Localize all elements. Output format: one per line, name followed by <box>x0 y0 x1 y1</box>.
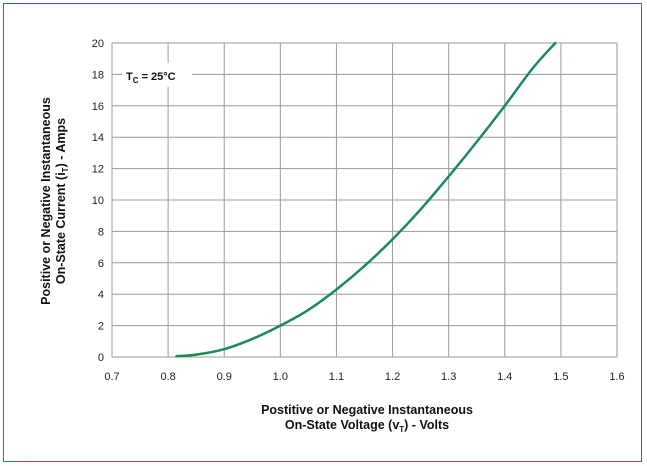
temperature-annotation: TC = 25°C <box>126 71 176 85</box>
x-axis-title-line2: On-State Voltage (vT) - Volts <box>285 418 449 434</box>
grid <box>111 42 618 358</box>
x-tick-label: 1.1 <box>329 371 344 383</box>
x-tick-label: 0.7 <box>104 371 119 383</box>
y-tick-label: 2 <box>98 321 104 333</box>
y-tick-label: 6 <box>98 258 104 270</box>
y-tick-label: 18 <box>92 69 104 81</box>
tick-labels: 0.7 0.8 0.9 1.0 1.1 1.2 1.3 1.4 1.5 1.6 0 2 4 6 8 10 12 1… <box>92 38 625 383</box>
y-axis-title-line2: On-State Current (iT) - Amps <box>54 118 70 284</box>
y-tick-label: 10 <box>92 195 104 207</box>
y-tick-label: 0 <box>98 352 104 364</box>
y-tick-label: 8 <box>98 226 104 238</box>
y-tick-label: 14 <box>92 132 104 144</box>
x-tick-label: 1.5 <box>553 371 568 383</box>
x-tick-label: 0.9 <box>217 371 232 383</box>
x-axis-title-line1: Postitive or Negative Instantaneous <box>261 403 473 417</box>
y-tick-label: 12 <box>92 164 104 176</box>
x-tick-label: 1.3 <box>441 371 456 383</box>
x-tick-label: 1.6 <box>609 371 624 383</box>
on-state-curve <box>175 41 557 358</box>
y-axis-title-line1: Positive or Negative Instantaneous <box>39 97 53 305</box>
y-tick-label: 20 <box>92 38 104 50</box>
y-axis-title: Positive or Negative Instantaneous On-St… <box>39 97 70 305</box>
x-tick-label: 0.8 <box>160 371 175 383</box>
y-tick-label: 16 <box>92 101 104 113</box>
x-tick-label: 1.4 <box>497 371 512 383</box>
x-tick-label: 1.0 <box>273 371 288 383</box>
annotation-background <box>122 63 192 87</box>
x-tick-label: 1.2 <box>385 371 400 383</box>
y-tick-label: 4 <box>98 289 104 301</box>
